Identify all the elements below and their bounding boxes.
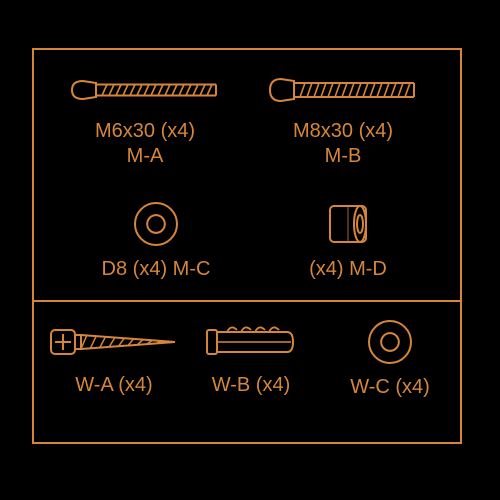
washer-wc: W-C (x4) xyxy=(330,318,450,399)
spacer-d: (x4) M-D xyxy=(278,200,418,281)
machine-screw-b-label-1: M-B xyxy=(325,145,362,168)
washer-wc-icon xyxy=(366,318,414,366)
wood-screw-a-icon xyxy=(49,320,179,364)
washer-c: D8 (x4) M-C xyxy=(86,200,226,281)
machine-screw-b-label-0: M8x30 (x4) xyxy=(293,120,393,143)
panel-divider xyxy=(32,300,462,302)
washer-c-label-0: D8 (x4) M-C xyxy=(102,258,211,281)
washer-wc-label-0: W-C (x4) xyxy=(350,376,430,399)
machine-screw-b: M8x30 (x4)M-B xyxy=(268,70,418,168)
machine-screw-a-label-0: M6x30 (x4) xyxy=(95,120,195,143)
wall-plug-b: W-B (x4) xyxy=(196,320,306,397)
machine-screw-a: M6x30 (x4)M-A xyxy=(70,70,220,168)
machine-screw-b-icon xyxy=(268,70,418,110)
wood-screw-a-label-0: W-A (x4) xyxy=(75,374,152,397)
machine-screw-a-icon xyxy=(70,70,220,110)
machine-screw-a-label-1: M-A xyxy=(127,145,164,168)
washer-c-icon xyxy=(132,200,180,248)
spacer-d-icon xyxy=(324,200,372,248)
wall-plug-b-label-0: W-B (x4) xyxy=(212,374,291,397)
wall-plug-b-icon xyxy=(201,320,301,364)
wood-screw-a: W-A (x4) xyxy=(44,320,184,397)
spacer-d-label-0: (x4) M-D xyxy=(309,258,387,281)
